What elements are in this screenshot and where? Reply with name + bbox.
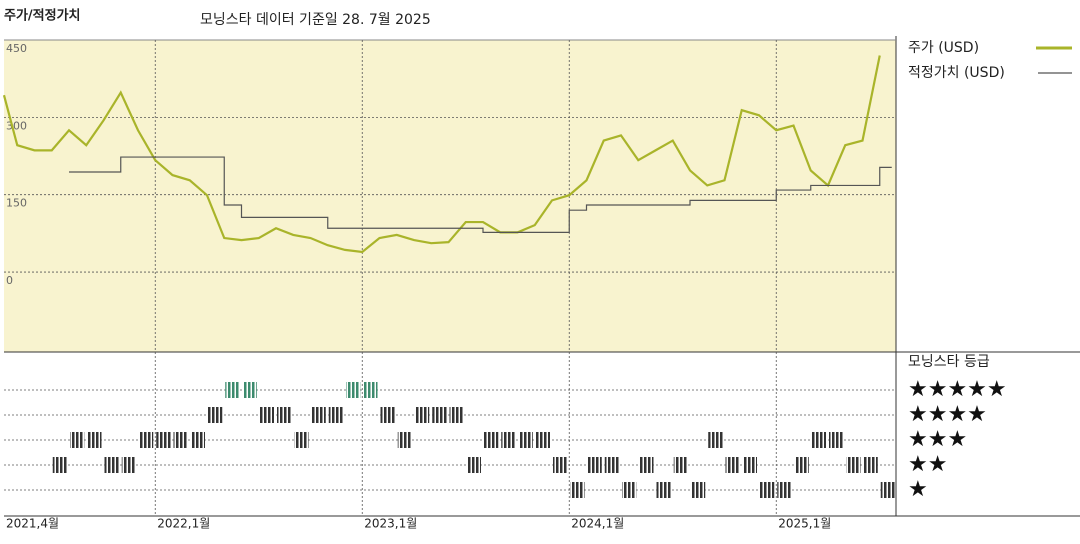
rating-bar <box>794 457 809 473</box>
rating-bar <box>501 432 516 448</box>
rating-bar <box>363 382 378 398</box>
rating-bar <box>466 457 481 473</box>
rating-bar <box>673 457 688 473</box>
rating-bar <box>225 382 240 398</box>
y-tick-label: 150 <box>6 197 27 210</box>
y-tick-label: 300 <box>6 119 27 132</box>
series-line <box>69 156 892 233</box>
x-tick-label: 2022,1월 <box>157 517 210 531</box>
rating-bar <box>139 432 154 448</box>
chart-title: 주가/적정가치 <box>4 8 81 24</box>
rating-bar <box>259 407 274 423</box>
y-tick-label: 450 <box>6 42 27 55</box>
rating-label: ★★ <box>908 452 947 477</box>
rating-bar <box>553 457 568 473</box>
rating-bar <box>190 432 205 448</box>
legend-label: 적정가치 (USD) <box>908 65 1005 81</box>
rating-bar <box>346 382 361 398</box>
rating-bar <box>846 457 861 473</box>
x-tick-label: 2021,4월 <box>6 517 59 531</box>
rating-bar <box>777 482 792 498</box>
rating-bar <box>742 457 757 473</box>
x-tick-label: 2023,1월 <box>364 517 417 531</box>
rating-label: ★★★ <box>908 427 967 452</box>
rating-bar <box>760 482 775 498</box>
rating-bar <box>639 457 654 473</box>
rating-label: ★★★★ <box>908 402 987 427</box>
rating-bar <box>277 407 292 423</box>
rating-bar <box>725 457 740 473</box>
rating-bar <box>863 457 878 473</box>
plot-background <box>4 40 896 352</box>
rating-bar <box>880 482 895 498</box>
rating-bar <box>604 457 619 473</box>
rating-bar <box>242 382 257 398</box>
y-tick-label: 0 <box>6 274 13 287</box>
rating-bar <box>311 407 326 423</box>
rating-bar <box>104 457 119 473</box>
rating-bar <box>328 407 343 423</box>
rating-bar <box>691 482 706 498</box>
rating-bar <box>656 482 671 498</box>
rating-bar <box>294 432 309 448</box>
rating-bar <box>415 407 430 423</box>
x-tick-label: 2025,1월 <box>778 517 831 531</box>
rating-title: 모닝스타 등급 <box>908 354 990 370</box>
rating-label: ★ <box>908 477 928 502</box>
rating-bar <box>156 432 171 448</box>
rating-label: ★★★★★ <box>908 377 1007 402</box>
rating-bar <box>622 482 637 498</box>
chart-subtitle: 모닝스타 데이터 기준일 28. 7월 2025 <box>200 12 431 28</box>
rating-bar <box>811 432 826 448</box>
rating-bar <box>570 482 585 498</box>
rating-bar <box>708 432 723 448</box>
x-tick-label: 2024,1월 <box>571 517 624 531</box>
rating-bar <box>87 432 102 448</box>
rating-bar <box>518 432 533 448</box>
series-line <box>2 55 881 254</box>
rating-bar <box>535 432 550 448</box>
rating-bar <box>587 457 602 473</box>
rating-bar <box>52 457 67 473</box>
rating-bar <box>829 432 844 448</box>
rating-bar <box>380 407 395 423</box>
rating-bar <box>173 432 188 448</box>
rating-bar <box>70 432 85 448</box>
rating-bar <box>208 407 223 423</box>
rating-bar <box>397 432 412 448</box>
rating-bar <box>432 407 447 423</box>
legend-label: 주가 (USD) <box>908 40 979 56</box>
rating-bar <box>484 432 499 448</box>
rating-bar <box>121 457 136 473</box>
rating-bar <box>449 407 464 423</box>
